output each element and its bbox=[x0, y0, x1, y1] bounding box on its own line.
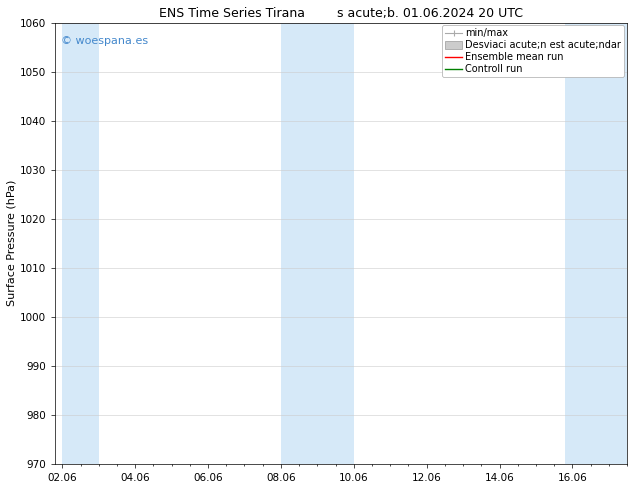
Bar bbox=[62, 23, 99, 464]
Bar bbox=[565, 23, 627, 464]
Title: ENS Time Series Tirana        s acute;b. 01.06.2024 20 UTC: ENS Time Series Tirana s acute;b. 01.06.… bbox=[159, 7, 523, 20]
Legend: min/max, Desviaci acute;n est acute;ndar, Ensemble mean run, Controll run: min/max, Desviaci acute;n est acute;ndar… bbox=[442, 25, 624, 77]
Text: © woespana.es: © woespana.es bbox=[61, 36, 148, 46]
Bar bbox=[281, 23, 354, 464]
Y-axis label: Surface Pressure (hPa): Surface Pressure (hPa) bbox=[7, 180, 17, 306]
